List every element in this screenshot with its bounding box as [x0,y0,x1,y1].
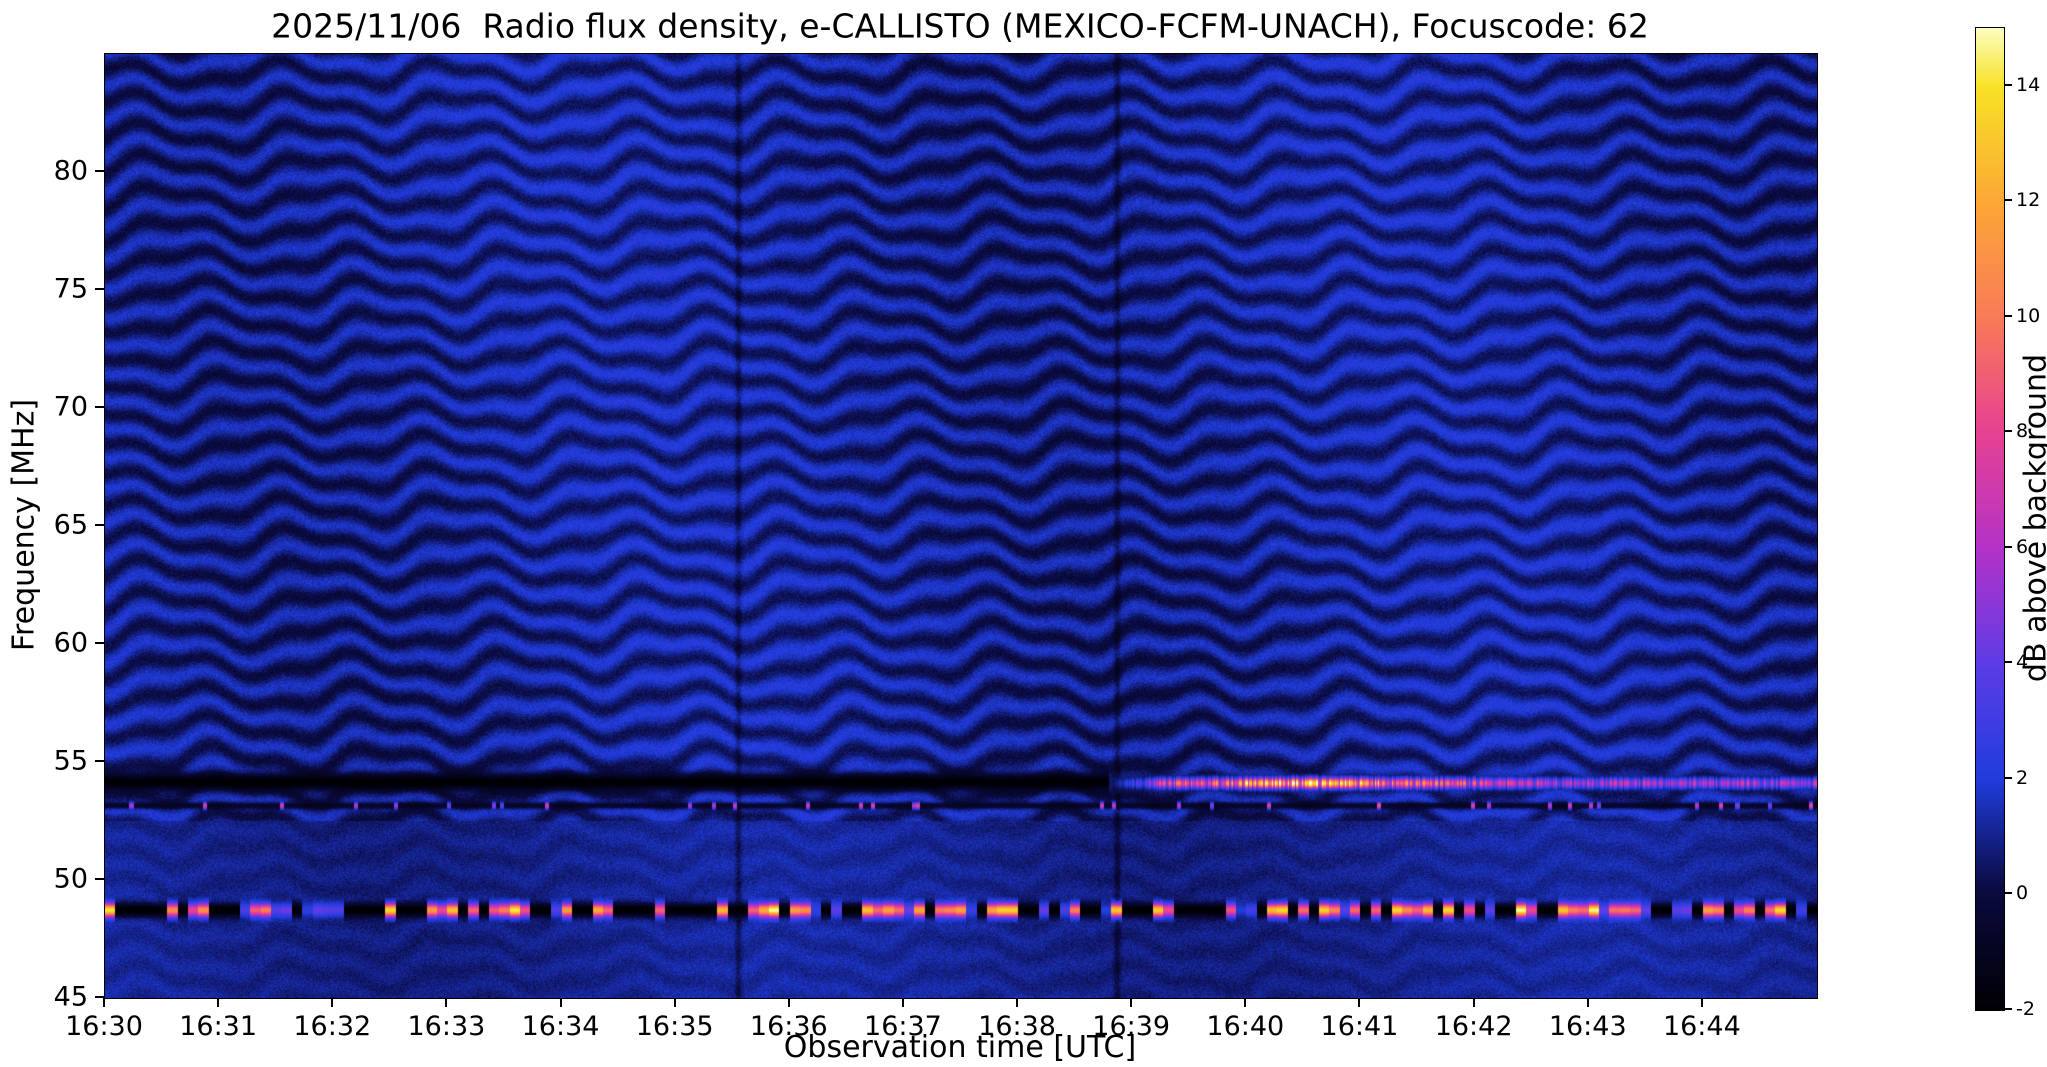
x-tick-mark [217,998,220,1007]
x-tick-label: 16:34 [521,1011,600,1042]
x-tick-label: 16:39 [1092,1011,1171,1042]
colorbar-tick-mark [2005,1008,2012,1010]
colorbar-tick-label: 2 [2016,766,2029,789]
y-tick-mark [95,996,104,998]
chart-title: 2025/11/06 Radio flux density, e-CALLIST… [271,6,1649,46]
colorbar-tick-label: 8 [2016,420,2029,443]
colorbar-tick-mark [2005,776,2012,779]
x-tick-label: 16:43 [1548,1011,1627,1042]
y-tick-label: 50 [53,863,88,895]
x-tick-mark [1016,998,1019,1007]
x-tick-label: 16:41 [1320,1011,1399,1042]
x-tick-label: 16:36 [749,1011,828,1042]
colorbar-tick-mark [2005,545,2012,548]
y-tick-mark [95,406,104,408]
colorbar-tick-label: 14 [2016,73,2041,96]
x-tick-label: 16:33 [407,1011,486,1042]
colorbar-canvas [1975,27,2005,1011]
colorbar-tick-label: 0 [2016,882,2029,905]
x-tick-label: 16:31 [179,1011,258,1042]
x-tick-mark [331,998,334,1007]
colorbar-tick-mark [2005,83,2012,86]
colorbar-tick-label: 4 [2016,651,2029,674]
x-tick-mark [103,998,105,1007]
y-tick-label: 55 [53,745,88,777]
y-tick-mark [95,760,104,762]
colorbar-tick-mark [2005,199,2012,202]
y-tick-label: 60 [53,627,88,659]
y-axis-label: Frequency [MHz] [6,398,42,652]
y-tick-mark [95,878,104,880]
colorbar-label: dB above background [2018,353,2047,683]
x-tick-mark [673,998,676,1007]
y-tick-mark [95,170,104,172]
y-tick-label: 70 [53,391,88,423]
x-tick-mark [1700,998,1703,1007]
x-tick-label: 16:44 [1662,1011,1741,1042]
x-tick-mark [901,998,904,1007]
y-tick-label: 80 [53,155,88,187]
x-tick-mark [1244,998,1247,1007]
y-tick-label: 65 [53,509,88,541]
colorbar-tick-label: 10 [2016,304,2041,327]
x-axis-label: Observation time [UTC] [783,1030,1137,1065]
x-tick-label: 16:37 [864,1011,942,1042]
colorbar-tick-label: 6 [2016,535,2029,558]
y-tick-label: 75 [53,273,88,305]
y-tick-mark [95,524,104,526]
x-tick-mark [559,998,562,1007]
x-tick-label: 16:38 [978,1011,1056,1042]
x-tick-mark [787,998,790,1007]
x-tick-mark [1358,998,1361,1007]
colorbar-tick-mark [2005,314,2012,317]
colorbar-tick-label: -2 [2016,998,2035,1020]
y-tick-mark [95,642,104,644]
x-tick-mark [1130,998,1133,1007]
x-tick-label: 16:35 [635,1011,714,1042]
y-tick-mark [95,288,104,290]
x-tick-label: 16:40 [1206,1011,1285,1042]
colorbar-tick-mark [2005,430,2012,433]
spectrogram-canvas [104,53,1818,999]
colorbar-tick-label: 12 [2016,189,2041,212]
y-tick-label: 45 [53,981,88,1013]
x-tick-mark [445,998,448,1007]
x-tick-mark [1586,998,1589,1007]
x-tick-label: 16:30 [65,1011,143,1042]
colorbar-tick-mark [2005,892,2012,895]
x-tick-label: 16:32 [293,1011,372,1042]
x-tick-label: 16:42 [1434,1011,1513,1042]
colorbar-tick-mark [2005,661,2012,664]
x-tick-mark [1472,998,1475,1007]
